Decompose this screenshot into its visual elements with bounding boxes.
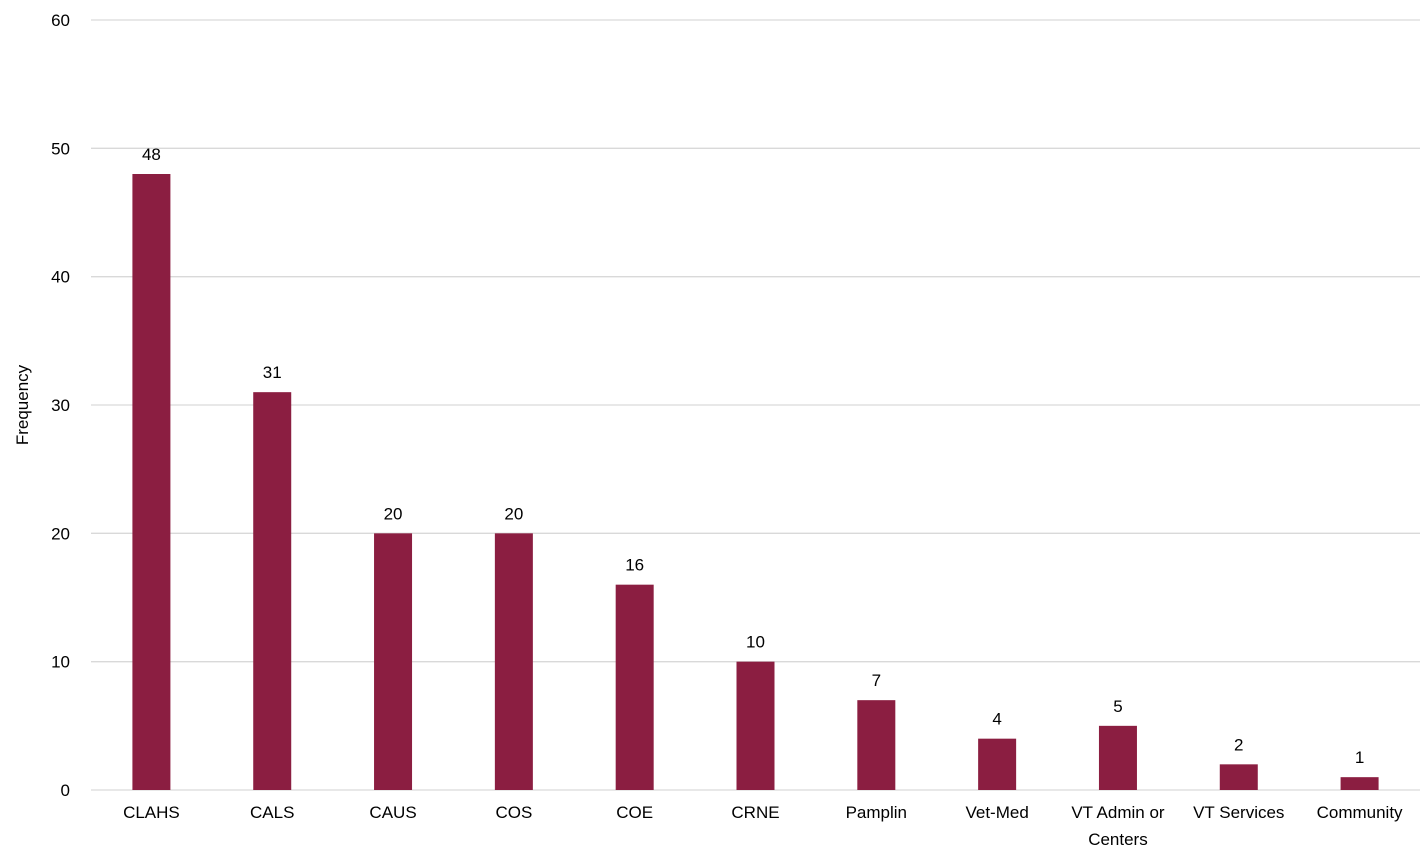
gridlines [91, 19, 1420, 791]
bar-clahs [132, 174, 171, 790]
data-label: 10 [746, 633, 765, 652]
x-tick-label: VT Services [1193, 803, 1284, 822]
bar-vet-med [978, 738, 1017, 790]
data-label: 1 [1355, 748, 1364, 767]
x-tick-label: Vet-Med [965, 803, 1028, 822]
x-tick-label: Pamplin [846, 803, 907, 822]
bar-community [1340, 777, 1379, 790]
data-label: 48 [142, 145, 161, 164]
x-tick-label: COE [616, 803, 653, 822]
data-label: 5 [1113, 697, 1122, 716]
bar-cos [494, 533, 533, 790]
x-axis-labels: CLAHS CALS CAUS COS COE CRNE Pamplin Vet-Med VT … [123, 803, 1403, 849]
bar-caus [374, 533, 413, 790]
data-label: 16 [625, 556, 644, 575]
bar-vt-services [1219, 764, 1258, 790]
x-tick-label: CRNE [731, 803, 779, 822]
x-tick-label: CALS [250, 803, 294, 822]
bar-coe [615, 584, 654, 790]
data-label: 4 [992, 710, 1001, 729]
data-label: 7 [872, 671, 881, 690]
data-label: 31 [263, 363, 282, 382]
y-axis-ticks: 0 10 20 30 40 50 60 [51, 11, 70, 800]
data-label: 20 [384, 504, 403, 523]
data-label: 20 [504, 504, 523, 523]
bars [132, 174, 1379, 790]
x-tick-label: CAUS [369, 803, 416, 822]
y-tick-label: 10 [51, 653, 70, 672]
bar-pamplin [857, 700, 896, 790]
y-tick-label: 0 [61, 781, 70, 800]
data-label: 2 [1234, 735, 1243, 754]
y-tick-label: 30 [51, 396, 70, 415]
x-tick-label: VT Admin or Centers [1071, 803, 1165, 849]
bar-crne [736, 661, 775, 790]
bar-vt-admin-or-centers [1098, 725, 1137, 790]
bar-cals [253, 392, 292, 790]
x-tick-label: Community [1317, 803, 1403, 822]
y-tick-label: 50 [51, 139, 70, 158]
x-tick-label: CLAHS [123, 803, 180, 822]
y-tick-label: 40 [51, 268, 70, 287]
x-tick-label: COS [495, 803, 532, 822]
y-tick-label: 60 [51, 11, 70, 30]
y-axis-title: Frequency [13, 364, 32, 445]
value-labels: 48 31 20 20 16 10 7 4 5 2 1 [142, 145, 1364, 767]
y-tick-label: 20 [51, 524, 70, 543]
